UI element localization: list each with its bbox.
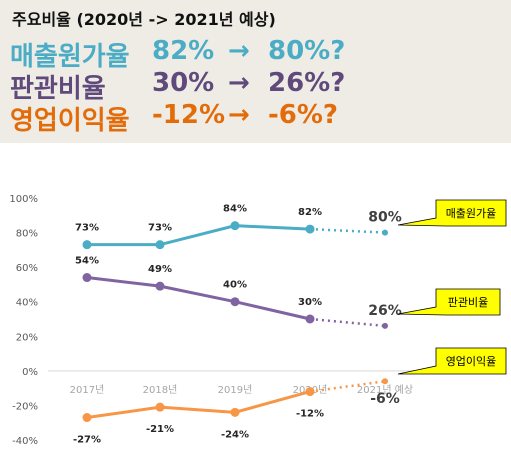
data-label: -12% xyxy=(296,409,324,420)
data-label: 40% xyxy=(223,280,247,291)
data-point xyxy=(305,314,315,324)
series-forecast-line xyxy=(309,379,386,393)
summary-row-label: 판관비율 xyxy=(10,74,106,104)
data-label: 26% xyxy=(368,303,402,319)
data-label: 82% xyxy=(298,207,322,218)
summary-row-from: 82% xyxy=(152,36,215,66)
legend-label: 영업이익율 xyxy=(446,355,497,368)
data-point xyxy=(82,413,92,423)
data-label: 30% xyxy=(298,297,322,308)
y-tick-label: -20% xyxy=(12,401,38,412)
data-label: 54% xyxy=(75,256,99,267)
data-point xyxy=(305,387,315,397)
summary-header: 주요비율 (2020년 -> 2021년 예상) 매출원가율 82% → 80%… xyxy=(0,0,511,143)
data-point xyxy=(82,240,92,250)
data-point xyxy=(230,407,240,417)
series-forecast-line xyxy=(309,317,386,328)
y-tick-label: 100% xyxy=(9,194,38,205)
legend-callout xyxy=(397,288,501,316)
x-tick-label: 2018년 xyxy=(143,384,178,396)
y-tick-label: 0% xyxy=(22,367,38,378)
summary-row-label: 매출원가율 xyxy=(10,42,130,72)
data-point xyxy=(382,322,388,329)
data-label: -24% xyxy=(221,429,249,440)
y-tick-label: 20% xyxy=(16,332,38,343)
summary-row-arrow: → xyxy=(228,68,250,98)
summary-row-to: -6%? xyxy=(268,100,339,130)
summary-row-arrow: → xyxy=(228,100,250,130)
data-point xyxy=(230,297,240,307)
data-point xyxy=(230,221,240,231)
data-label: 73% xyxy=(148,223,172,234)
data-label: -6% xyxy=(370,391,400,407)
summary-row-to: 80%? xyxy=(268,36,346,66)
summary-row-from: 30% xyxy=(152,68,215,98)
data-label: 80% xyxy=(368,210,402,226)
data-point xyxy=(155,281,165,291)
legend-callout xyxy=(397,347,507,375)
data-label: 49% xyxy=(148,264,172,275)
y-tick-label: 40% xyxy=(16,298,38,309)
y-tick-label: 60% xyxy=(16,263,38,274)
summary-title: 주요비율 (2020년 -> 2021년 예상) xyxy=(12,10,276,29)
data-point xyxy=(382,229,388,236)
legend-callout xyxy=(397,199,507,227)
summary-row-to: 26%? xyxy=(268,68,346,98)
x-tick-label: 2017년 xyxy=(70,384,105,396)
ratio-line-chart: 100% 80% 60% 40% 20% 0% -20% -40% 2017년 2018년 2019… xyxy=(9,194,507,447)
data-point xyxy=(155,240,165,250)
data-point xyxy=(82,273,92,283)
series-forecast-line xyxy=(309,227,386,234)
data-label: 73% xyxy=(75,223,99,234)
series-line xyxy=(87,224,311,247)
summary-row-label: 영업이익율 xyxy=(10,106,130,136)
data-label: -27% xyxy=(73,435,101,446)
data-point xyxy=(382,378,388,385)
data-label: 84% xyxy=(223,204,247,215)
series-line xyxy=(86,390,311,420)
x-tick-label: 2019년 xyxy=(218,384,253,396)
data-point xyxy=(305,224,315,234)
y-tick-label: -40% xyxy=(12,436,38,447)
data-point xyxy=(155,402,165,412)
summary-row-arrow: → xyxy=(228,36,250,66)
legend-label: 매출원가율 xyxy=(446,207,497,220)
summary-row-from: -12% xyxy=(152,100,226,130)
series-line xyxy=(86,276,311,321)
y-tick-label: 80% xyxy=(16,229,38,240)
data-label: -21% xyxy=(146,424,174,435)
legend-label: 판관비율 xyxy=(448,296,488,309)
x-tick-label: 2021년 예상 xyxy=(357,384,413,396)
